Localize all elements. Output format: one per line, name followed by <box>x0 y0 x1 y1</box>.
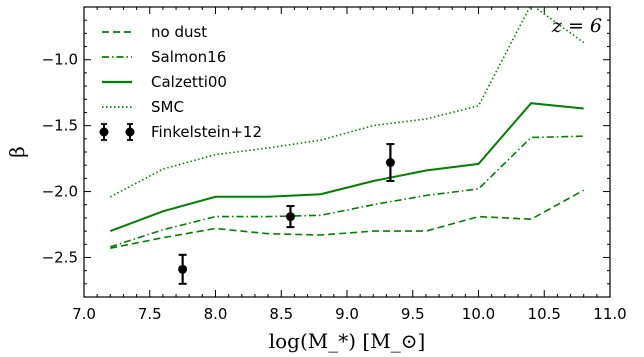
x-tick-label: 8.5 <box>269 305 293 323</box>
x-tick-label: 9.5 <box>401 305 425 323</box>
y-tick-label: −2.5 <box>42 248 78 266</box>
x-tick-label: 7.5 <box>138 305 162 323</box>
legend-label-finkelstein-12: Finkelstein+12 <box>151 123 262 141</box>
legend-label-salmon16: Salmon16 <box>151 48 226 66</box>
x-tick-label: 7.0 <box>72 305 96 323</box>
legend-label-calzetti00: Calzetti00 <box>151 73 227 91</box>
y-axis-title: β <box>5 146 29 158</box>
legend-label-smc: SMC <box>151 98 184 116</box>
x-tick-label: 8.0 <box>204 305 228 323</box>
legend-swatch-finkelstein-12 <box>125 127 135 137</box>
y-tick-label: −1.5 <box>42 117 78 135</box>
finkelstein-12-point <box>385 158 395 168</box>
y-tick-label: −2.0 <box>42 183 78 201</box>
legend: no dust Salmon16 Calzetti00 SMC Finkelstein+… <box>99 23 262 141</box>
legend-swatch-finkelstein-12 <box>99 127 109 137</box>
y-tick-label: −1.0 <box>42 51 78 69</box>
x-tick-label: 10.5 <box>528 305 561 323</box>
x-tick-label: 10.0 <box>462 305 495 323</box>
x-axis-title: log(M_*) [M_⊙] <box>269 329 426 353</box>
data-series <box>109 7 585 285</box>
redshift-annotation: z = 6 <box>551 15 602 37</box>
no-dust-line <box>110 189 585 249</box>
salmon16-line <box>110 135 584 248</box>
legend-label-no-dust: no dust <box>151 23 207 41</box>
x-tick-label: 9.0 <box>335 305 359 323</box>
axis-ticks: 7.0 7.5 8.0 8.5 9.0 9.5 10.0 10.5 11.0 −1.0 −1.5 −2… <box>42 7 627 323</box>
finkelstein-12-point <box>178 264 188 274</box>
finkelstein-12-point <box>285 212 295 222</box>
x-tick-label: 11.0 <box>593 305 626 323</box>
calzetti00-line <box>109 102 584 233</box>
